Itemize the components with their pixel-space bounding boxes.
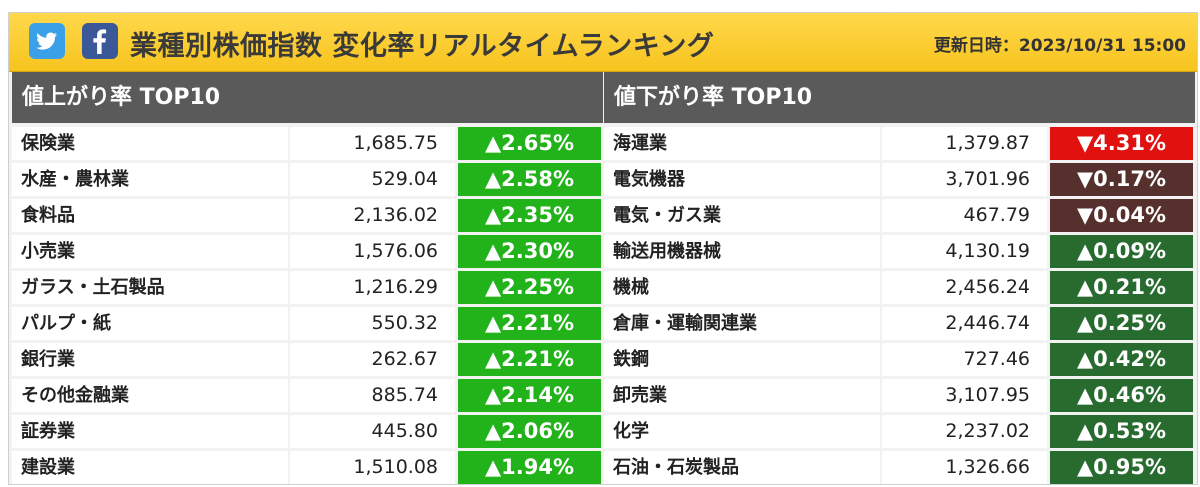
facebook-share-button[interactable] [82,23,118,59]
index-value: 727.46 [882,343,1047,376]
index-value: 4,130.19 [882,235,1047,268]
table-row[interactable]: 石油・石炭製品 1,326.66 ▲0.95% [604,451,1195,484]
index-value: 885.74 [290,379,455,412]
sector-name: 食料品 [12,199,288,232]
index-value: 529.04 [290,163,455,196]
index-value: 467.79 [882,199,1047,232]
index-value: 1,576.06 [290,235,455,268]
table-row[interactable]: 保険業 1,685.75 ▲2.65% [12,127,603,160]
index-value: 3,701.96 [882,163,1047,196]
table-row[interactable]: 銀行業 262.67 ▲2.21% [12,343,603,376]
ranking-widget: 業種別株価指数 変化率リアルタイムランキング 更新日時：2023/10/31 1… [8,12,1198,485]
change-rate-badge: ▼0.17% [1050,163,1193,196]
index-value: 1,510.08 [290,451,455,484]
change-rate-badge: ▲2.30% [458,235,601,268]
sector-name: その他金融業 [12,379,288,412]
table-row[interactable]: 化学 2,237.02 ▲0.53% [604,415,1195,448]
sector-name: 建設業 [12,451,288,484]
sector-name: 水産・農林業 [12,163,288,196]
sector-name: ガラス・土石製品 [12,271,288,304]
index-value: 2,136.02 [290,199,455,232]
sector-name: 輸送用機器械 [604,235,880,268]
change-rate-badge: ▲0.09% [1050,235,1193,268]
table-row[interactable]: 水産・農林業 529.04 ▲2.58% [12,163,603,196]
table-row[interactable]: 倉庫・運輸関連業 2,446.74 ▲0.25% [604,307,1195,340]
sector-name: 証券業 [12,415,288,448]
change-rate-badge: ▲2.06% [458,415,601,448]
sector-name: パルプ・紙 [12,307,288,340]
sector-name: 石油・石炭製品 [604,451,880,484]
table-row[interactable]: その他金融業 885.74 ▲2.14% [12,379,603,412]
twitter-share-button[interactable] [29,23,65,59]
index-value: 2,237.02 [882,415,1047,448]
table-row[interactable]: 小売業 1,576.06 ▲2.30% [12,235,603,268]
losers-panel: 値下がり率 TOP10 海運業 1,379.87 ▼4.31% 電気機器 3,701.9… [604,72,1195,484]
table-row[interactable]: 電気・ガス業 467.79 ▼0.04% [604,199,1195,232]
index-value: 2,456.24 [882,271,1047,304]
sector-name: 電気・ガス業 [604,199,880,232]
change-rate-badge: ▲0.53% [1050,415,1193,448]
header-bar: 業種別株価指数 変化率リアルタイムランキング 更新日時：2023/10/31 1… [9,13,1197,72]
change-rate-badge: ▲2.14% [458,379,601,412]
sector-name: 小売業 [12,235,288,268]
table-row[interactable]: 建設業 1,510.08 ▲1.94% [12,451,603,484]
change-rate-badge: ▲2.58% [458,163,601,196]
index-value: 1,326.66 [882,451,1047,484]
index-value: 2,446.74 [882,307,1047,340]
index-value: 1,216.29 [290,271,455,304]
table-row[interactable]: 食料品 2,136.02 ▲2.35% [12,199,603,232]
change-rate-badge: ▼0.04% [1050,199,1193,232]
change-rate-badge: ▲2.65% [458,127,601,160]
change-rate-badge: ▲2.21% [458,343,601,376]
index-value: 1,685.75 [290,127,455,160]
change-rate-badge: ▲2.25% [458,271,601,304]
sector-name: 保険業 [12,127,288,160]
gainers-panel: 値上がり率 TOP10 保険業 1,685.75 ▲2.65% 水産・農林業 529.0… [12,72,603,484]
table-row[interactable]: ガラス・土石製品 1,216.29 ▲2.25% [12,271,603,304]
sector-name: 電気機器 [604,163,880,196]
change-rate-badge: ▲0.95% [1050,451,1193,484]
index-value: 445.80 [290,415,455,448]
twitter-icon [36,32,57,50]
table-row[interactable]: 鉄鋼 727.46 ▲0.42% [604,343,1195,376]
losers-heading: 値下がり率 TOP10 [604,72,1195,123]
sector-name: 機械 [604,271,880,304]
page-title: 業種別株価指数 変化率リアルタイムランキング [130,31,715,62]
table-row[interactable]: パルプ・紙 550.32 ▲2.21% [12,307,603,340]
gainers-heading: 値上がり率 TOP10 [12,72,603,123]
sector-name: 化学 [604,415,880,448]
table-row[interactable]: 機械 2,456.24 ▲0.21% [604,271,1195,304]
updated-timestamp: 更新日時：2023/10/31 15:00 [933,36,1186,56]
table-row[interactable]: 卸売業 3,107.95 ▲0.46% [604,379,1195,412]
change-rate-badge: ▲0.25% [1050,307,1193,340]
change-rate-badge: ▲1.94% [458,451,601,484]
sector-name: 海運業 [604,127,880,160]
change-rate-badge: ▲2.35% [458,199,601,232]
table-row[interactable]: 証券業 445.80 ▲2.06% [12,415,603,448]
change-rate-badge: ▲0.46% [1050,379,1193,412]
table-row[interactable]: 輸送用機器械 4,130.19 ▲0.09% [604,235,1195,268]
facebook-icon [93,29,107,54]
index-value: 550.32 [290,307,455,340]
sector-name: 卸売業 [604,379,880,412]
index-value: 3,107.95 [882,379,1047,412]
change-rate-badge: ▲0.21% [1050,271,1193,304]
sector-name: 鉄鋼 [604,343,880,376]
table-row[interactable]: 電気機器 3,701.96 ▼0.17% [604,163,1195,196]
index-value: 1,379.87 [882,127,1047,160]
index-value: 262.67 [290,343,455,376]
change-rate-badge: ▲0.42% [1050,343,1193,376]
change-rate-badge: ▼4.31% [1050,127,1193,160]
change-rate-badge: ▲2.21% [458,307,601,340]
table-row[interactable]: 海運業 1,379.87 ▼4.31% [604,127,1195,160]
sector-name: 倉庫・運輸関連業 [604,307,880,340]
sector-name: 銀行業 [12,343,288,376]
